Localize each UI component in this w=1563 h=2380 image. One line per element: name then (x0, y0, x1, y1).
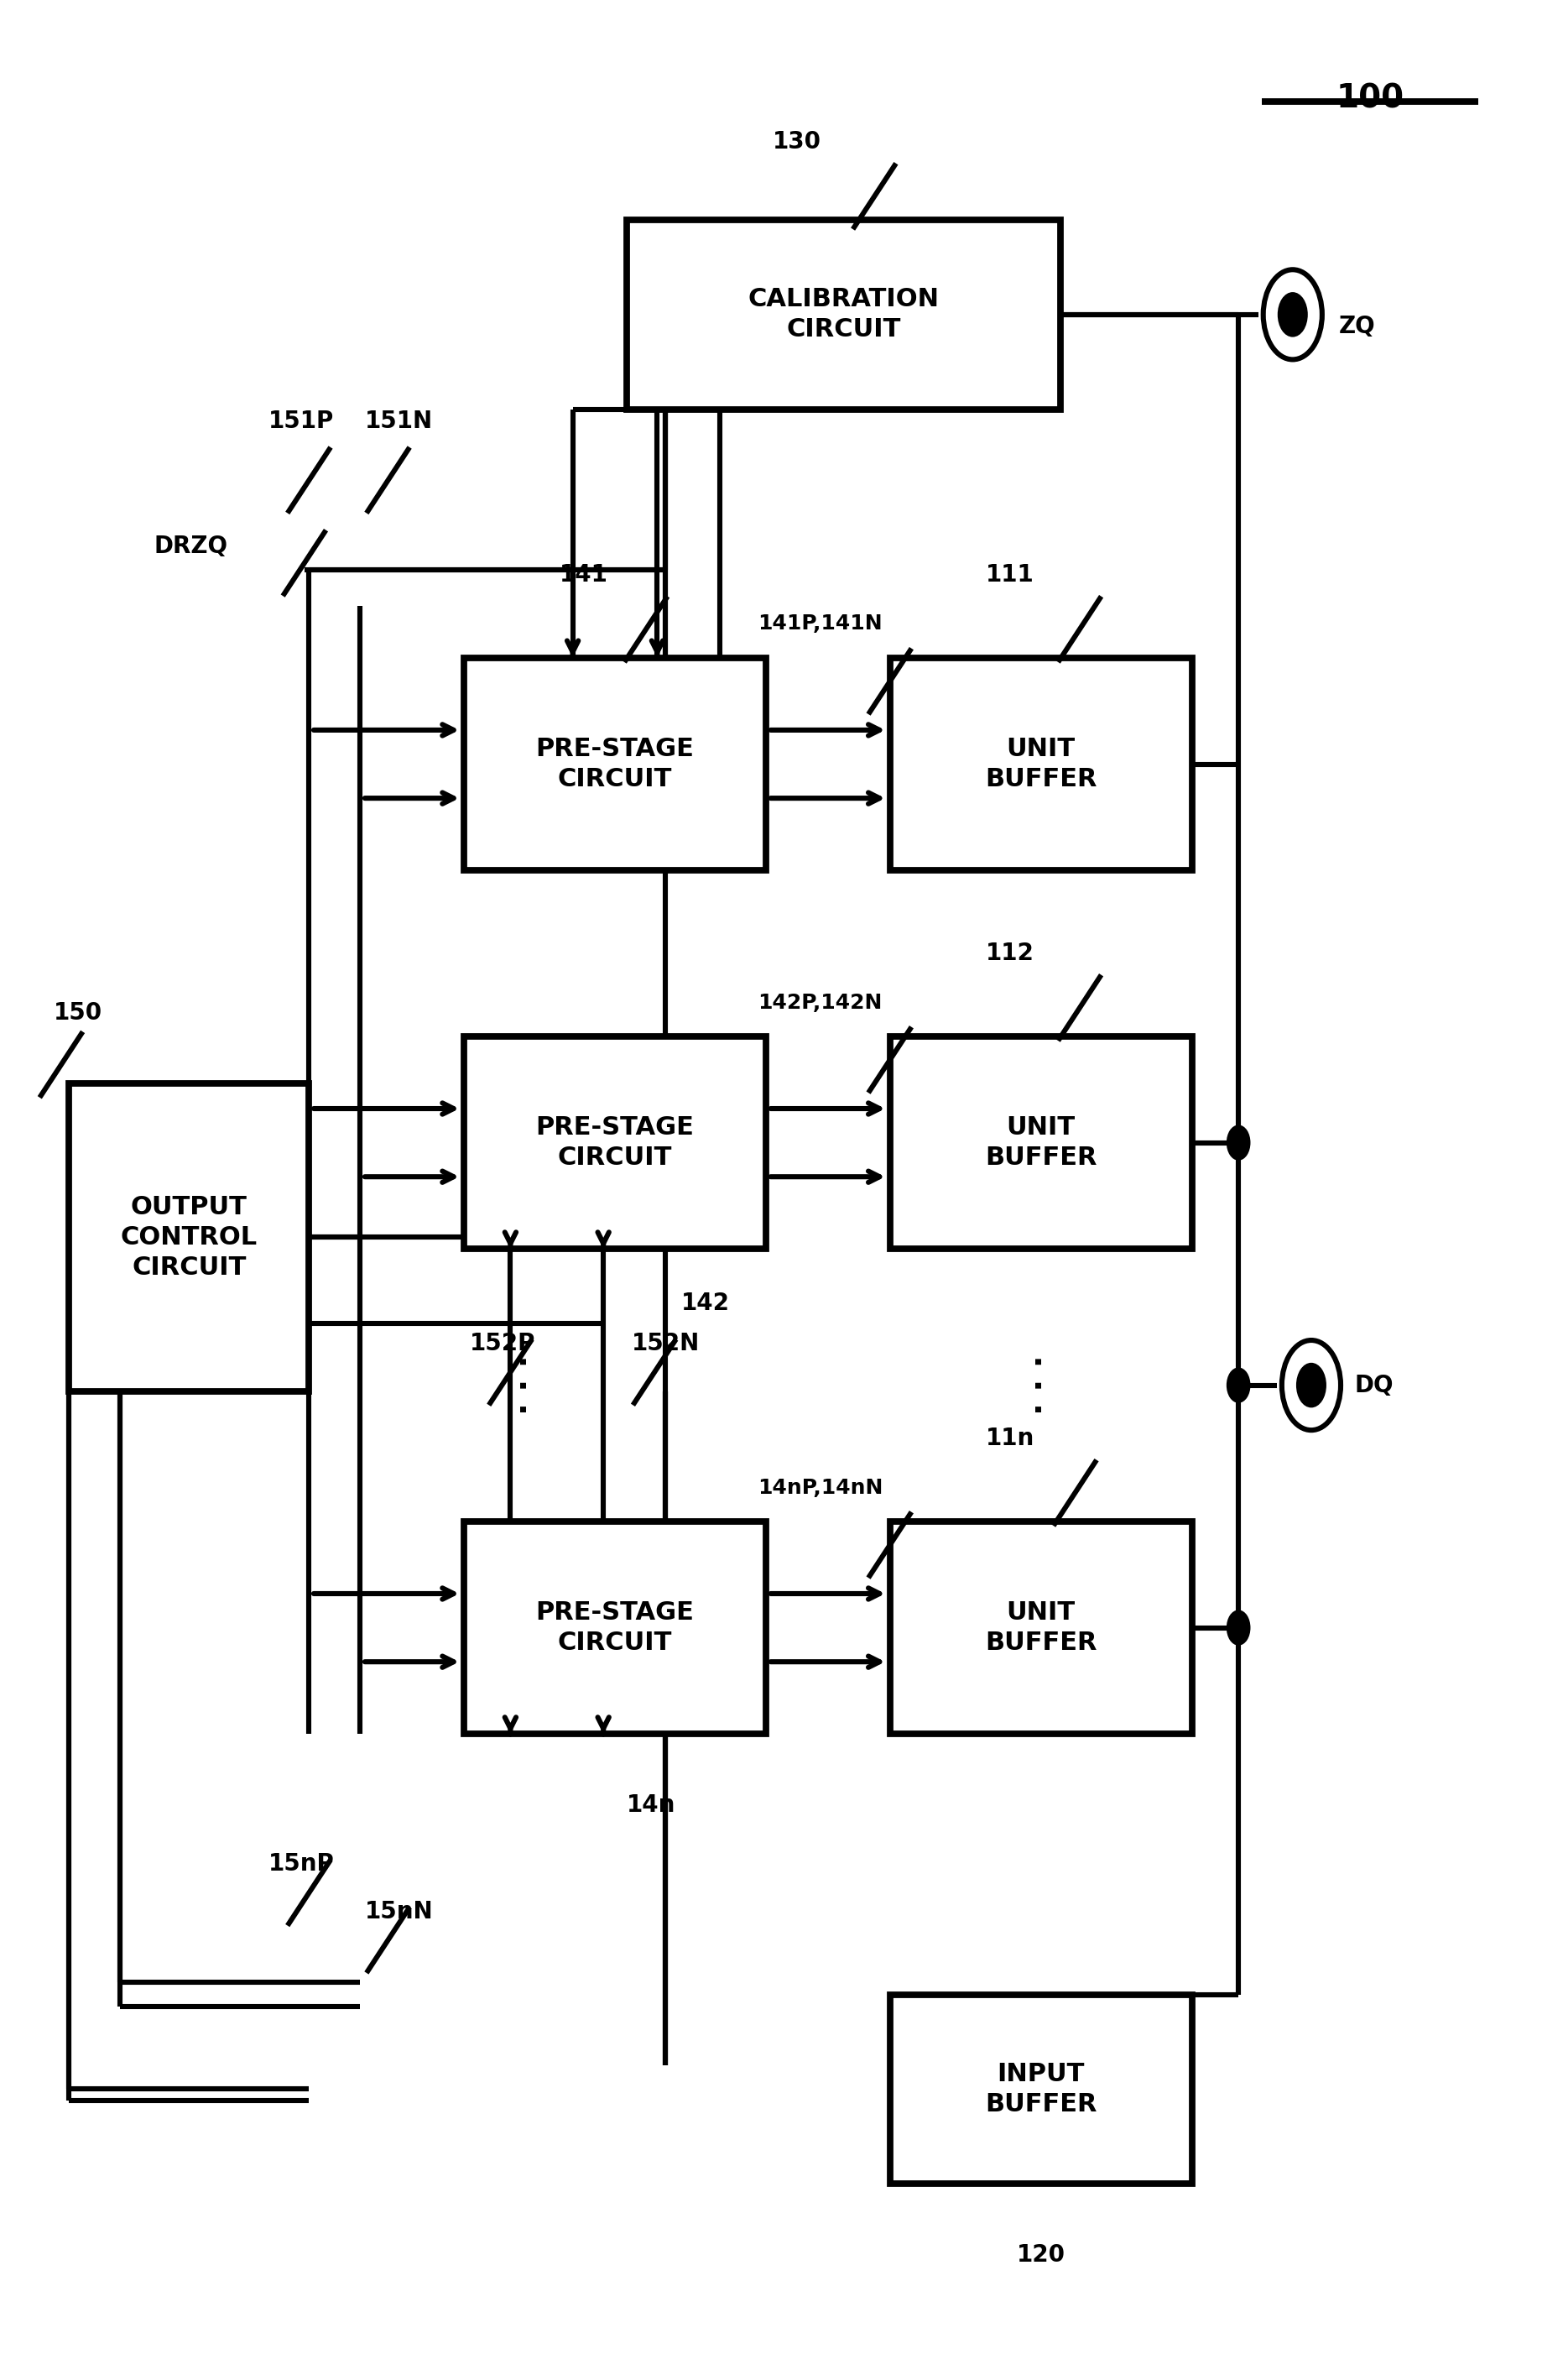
Text: 15nN: 15nN (364, 1899, 433, 1923)
Bar (889, 657, 1193, 871)
Bar (889, 1035, 1193, 1250)
Text: 130: 130 (772, 131, 821, 155)
Text: 14nP,14nN: 14nP,14nN (758, 1478, 883, 1497)
Bar (464, 1521, 766, 1735)
Text: 141: 141 (560, 564, 608, 585)
Text: OUTPUT
CONTROL
CIRCUIT: OUTPUT CONTROL CIRCUIT (120, 1195, 258, 1280)
Text: 112: 112 (986, 942, 1035, 966)
Text: 152P: 152P (470, 1333, 536, 1357)
Text: INPUT
BUFFER: INPUT BUFFER (985, 2061, 1097, 2116)
Text: 120: 120 (1016, 2242, 1066, 2266)
Text: 151N: 151N (364, 409, 433, 433)
Text: 11n: 11n (986, 1426, 1035, 1449)
Text: UNIT
BUFFER: UNIT BUFFER (985, 1116, 1097, 1171)
Bar (889, 1994, 1193, 2185)
Text: 142P,142N: 142P,142N (758, 992, 883, 1012)
Text: 100: 100 (1336, 83, 1404, 114)
Circle shape (1297, 1364, 1325, 1407)
Text: 111: 111 (986, 564, 1035, 585)
Circle shape (1227, 1368, 1249, 1402)
Bar (627, 219, 1060, 409)
Bar (69, 1083, 309, 1392)
Text: 141P,141N: 141P,141N (758, 614, 883, 633)
Text: ZQ: ZQ (1339, 314, 1375, 338)
Bar (889, 1521, 1193, 1735)
Text: 14n: 14n (627, 1795, 675, 1816)
Text: 152N: 152N (631, 1333, 699, 1357)
Text: UNIT
BUFFER: UNIT BUFFER (985, 1599, 1097, 1654)
Text: 150: 150 (53, 1002, 102, 1023)
Text: 15nP: 15nP (269, 1852, 334, 1875)
Text: UNIT
BUFFER: UNIT BUFFER (985, 738, 1097, 790)
Text: 151P: 151P (269, 409, 334, 433)
Text: PRE-STAGE
CIRCUIT: PRE-STAGE CIRCUIT (536, 738, 694, 790)
Text: PRE-STAGE
CIRCUIT: PRE-STAGE CIRCUIT (536, 1116, 694, 1171)
Text: PRE-STAGE
CIRCUIT: PRE-STAGE CIRCUIT (536, 1599, 694, 1654)
Text: 142: 142 (681, 1292, 730, 1316)
Text: · · ·: · · · (1025, 1354, 1057, 1416)
Circle shape (1227, 1126, 1249, 1159)
Bar (464, 1035, 766, 1250)
Text: · · ·: · · · (510, 1354, 542, 1416)
Text: CALIBRATION
CIRCUIT: CALIBRATION CIRCUIT (747, 288, 939, 343)
Text: DRZQ: DRZQ (155, 536, 228, 559)
Text: DQ: DQ (1355, 1373, 1394, 1397)
Circle shape (1227, 1611, 1249, 1645)
Bar (464, 657, 766, 871)
Circle shape (1279, 293, 1307, 336)
